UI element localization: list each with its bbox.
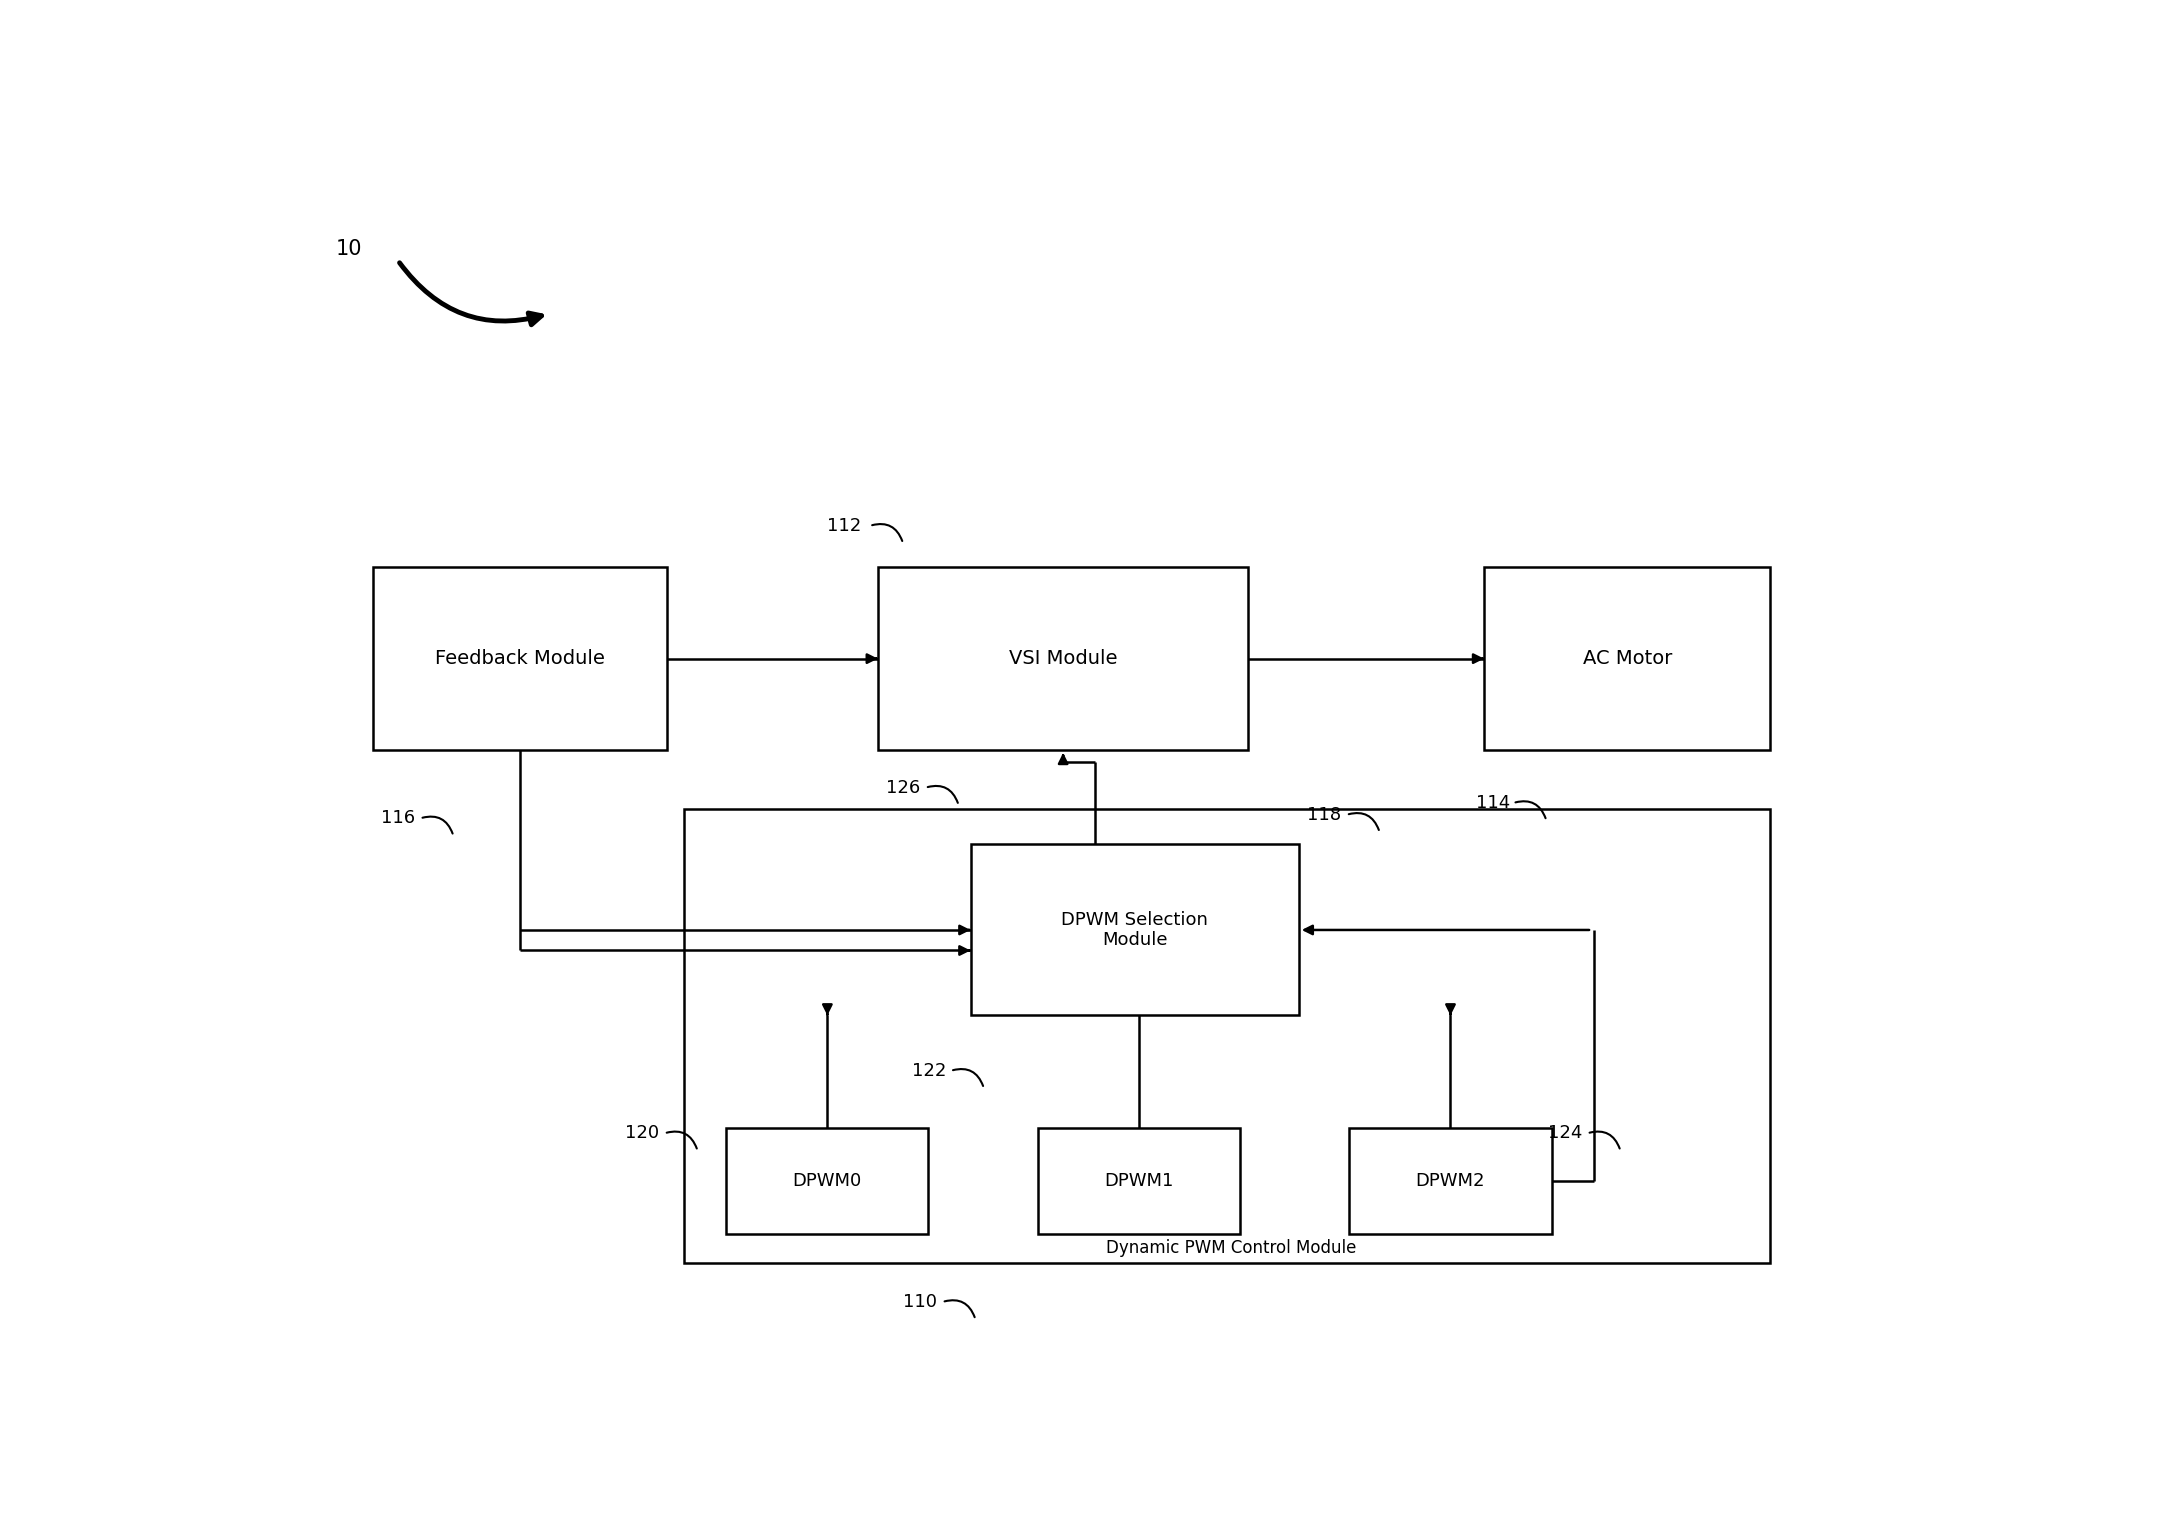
- Text: DPWM2: DPWM2: [1417, 1172, 1484, 1190]
- Text: DPWM0: DPWM0: [793, 1172, 863, 1190]
- Text: 114: 114: [1475, 794, 1510, 812]
- Text: Feedback Module: Feedback Module: [435, 650, 604, 668]
- Text: 124: 124: [1547, 1124, 1582, 1143]
- FancyBboxPatch shape: [1039, 1128, 1241, 1233]
- Text: 122: 122: [913, 1062, 945, 1080]
- Text: 120: 120: [626, 1124, 658, 1143]
- FancyBboxPatch shape: [971, 844, 1299, 1016]
- Text: 10: 10: [335, 239, 363, 259]
- Text: 112: 112: [828, 516, 863, 535]
- Text: AC Motor: AC Motor: [1582, 650, 1671, 668]
- Text: Dynamic PWM Control Module: Dynamic PWM Control Module: [1106, 1239, 1356, 1258]
- Text: DPWM1: DPWM1: [1104, 1172, 1173, 1190]
- FancyBboxPatch shape: [684, 809, 1771, 1264]
- Text: 110: 110: [904, 1293, 937, 1311]
- FancyBboxPatch shape: [878, 567, 1247, 751]
- FancyBboxPatch shape: [1349, 1128, 1552, 1233]
- Text: 126: 126: [887, 778, 921, 797]
- Text: DPWM Selection
Module: DPWM Selection Module: [1060, 910, 1208, 950]
- FancyBboxPatch shape: [1484, 567, 1771, 751]
- Text: 118: 118: [1308, 806, 1341, 824]
- Text: VSI Module: VSI Module: [1008, 650, 1117, 668]
- FancyBboxPatch shape: [726, 1128, 928, 1233]
- FancyBboxPatch shape: [374, 567, 667, 751]
- Text: 116: 116: [380, 809, 415, 827]
